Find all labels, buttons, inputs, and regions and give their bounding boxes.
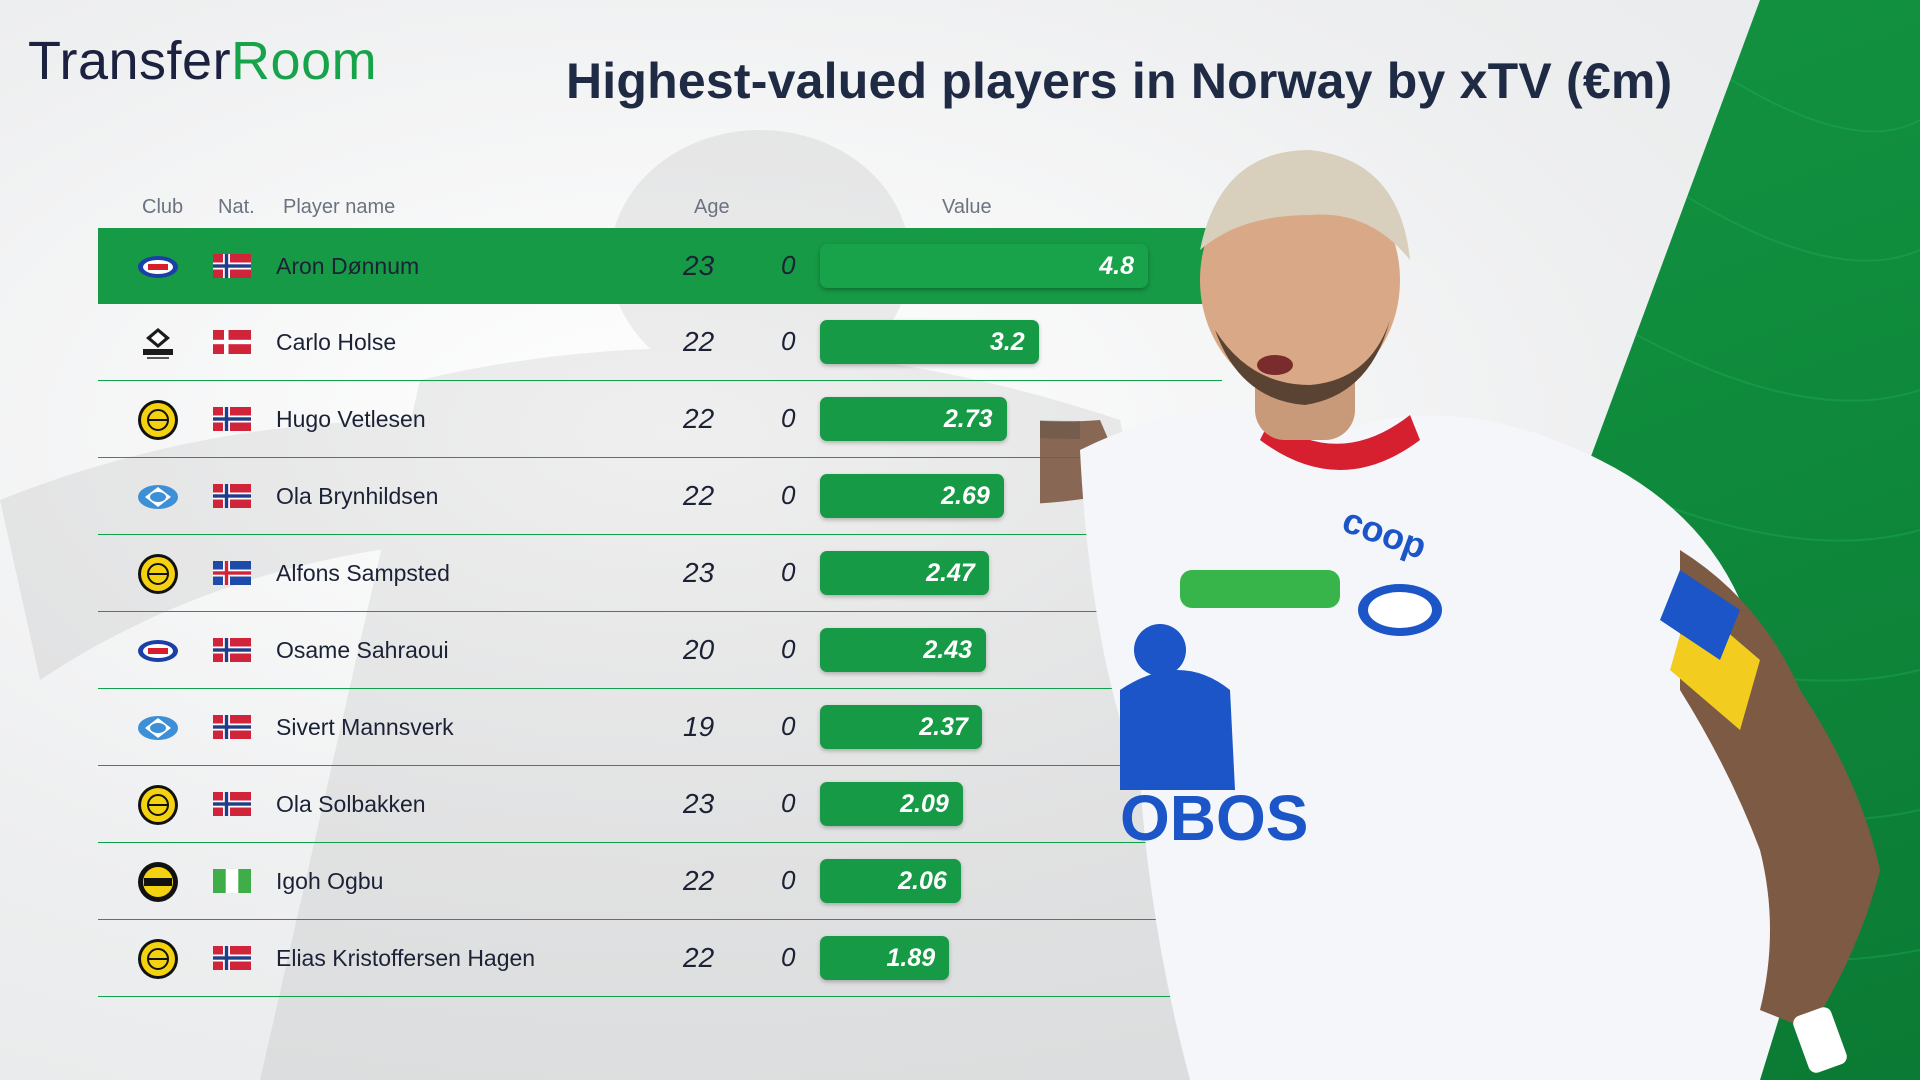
ranking-table: Club Nat. Player name Age Value Aron Døn… xyxy=(98,190,1222,997)
value-label: 2.09 xyxy=(900,790,949,818)
player-name: Elias Kristoffersen Hagen xyxy=(276,945,536,971)
player-age: 22 xyxy=(683,865,715,896)
bodo-glimt-club-crest-icon xyxy=(137,784,179,826)
player-age: 23 xyxy=(683,250,715,281)
value-label: 4.8 xyxy=(1099,252,1134,280)
zero-value: 0 xyxy=(781,788,796,818)
lillestrom-club-crest-icon xyxy=(137,861,179,903)
table-row: Sivert Mannsverk 19 0 2.37 xyxy=(98,689,1222,766)
value-bar: 3.2 xyxy=(820,320,1039,364)
column-header-club: Club xyxy=(142,196,184,218)
value-bar: 2.69 xyxy=(820,474,1004,518)
zero-value: 0 xyxy=(781,865,796,895)
table-row: Elias Kristoffersen Hagen 22 0 1.89 xyxy=(98,920,1222,997)
table-row: Igoh Ogbu 22 0 2.06 xyxy=(98,843,1222,920)
norway-flag-icon xyxy=(213,792,251,816)
value-label: 2.73 xyxy=(943,405,993,433)
table-row: Carlo Holse 22 0 3.2 xyxy=(98,304,1222,381)
bodo-glimt-club-crest-icon xyxy=(137,938,179,980)
player-age: 19 xyxy=(683,711,715,742)
table-row: Alfons Sampsted 23 0 2.47 xyxy=(98,535,1222,612)
table-row: Hugo Vetlesen 22 0 2.73 xyxy=(98,381,1222,458)
value-label: 1.89 xyxy=(886,944,936,972)
player-age: 22 xyxy=(683,480,715,511)
player-age: 22 xyxy=(683,942,715,973)
player-name: Carlo Holse xyxy=(276,329,397,355)
value-bar: 1.89 xyxy=(820,936,950,980)
table-body: Aron Dønnum 23 0 4.8 Carlo Holse 22 0 3.2 Hugo V… xyxy=(98,228,1222,997)
player-age: 23 xyxy=(683,557,715,588)
player-name: Ola Brynhildsen xyxy=(276,483,439,509)
table-row: Osame Sahraoui 20 0 2.43 xyxy=(98,612,1222,689)
value-label: 2.69 xyxy=(941,482,990,510)
table-row: Aron Dønnum 23 0 4.8 xyxy=(98,228,1222,304)
value-label: 2.37 xyxy=(919,713,968,741)
rosenborg-club-crest-icon xyxy=(137,322,179,364)
value-label: 3.2 xyxy=(989,328,1025,356)
player-age: 23 xyxy=(683,788,715,819)
table-header: Club Nat. Player name Age Value xyxy=(98,190,1222,228)
brand-logo-part2: Room xyxy=(231,31,378,91)
valerenga-club-crest-icon xyxy=(137,630,179,672)
table-row: Ola Brynhildsen 22 0 2.69 xyxy=(98,458,1222,535)
value-bar: 2.06 xyxy=(820,859,961,903)
norway-flag-icon xyxy=(213,407,251,431)
norway-flag-icon xyxy=(213,254,251,278)
column-header-age: Age xyxy=(694,196,730,218)
value-bar: 2.09 xyxy=(820,782,963,826)
player-name: Hugo Vetlesen xyxy=(276,406,426,432)
player-name: Ola Solbakken xyxy=(276,791,426,817)
valerenga-club-crest-icon xyxy=(137,246,179,288)
featured-player-image: OBOS coop xyxy=(1040,150,1880,1080)
molde-club-crest-icon xyxy=(137,476,179,518)
svg-text:OBOS: OBOS xyxy=(1120,782,1308,854)
value-bar: 2.37 xyxy=(820,705,982,749)
brand-logo-part1: Transfer xyxy=(28,31,232,91)
player-name: Igoh Ogbu xyxy=(276,868,384,894)
zero-value: 0 xyxy=(781,250,796,280)
zero-value: 0 xyxy=(781,942,796,972)
value-label: 2.43 xyxy=(923,636,973,664)
player-name: Osame Sahraoui xyxy=(276,637,449,663)
zero-value: 0 xyxy=(781,480,796,510)
value-bar: 4.8 xyxy=(820,244,1148,288)
table-row: Ola Solbakken 23 0 2.09 xyxy=(98,766,1222,843)
column-header-nat: Nat. xyxy=(218,196,255,218)
player-name: Aron Dønnum xyxy=(276,253,420,279)
value-bar: 2.47 xyxy=(820,551,989,595)
bodo-glimt-club-crest-icon xyxy=(137,399,179,441)
chart-title: Highest-valued players in Norway by xTV … xyxy=(566,53,1673,109)
iceland-flag-icon xyxy=(213,561,251,585)
molde-club-crest-icon xyxy=(137,707,179,749)
norway-flag-icon xyxy=(213,484,251,508)
zero-value: 0 xyxy=(781,557,796,587)
nigeria-flag-icon xyxy=(213,869,251,893)
player-age: 22 xyxy=(683,403,715,434)
value-bar: 2.73 xyxy=(820,397,1007,441)
value-label: 2.47 xyxy=(926,559,975,587)
norway-flag-icon xyxy=(213,946,251,970)
value-label: 2.06 xyxy=(898,867,947,895)
norway-flag-icon xyxy=(213,715,251,739)
denmark-flag-icon xyxy=(213,330,251,354)
player-name: Alfons Sampsted xyxy=(276,560,450,586)
zero-value: 0 xyxy=(781,634,796,664)
value-bar: 2.43 xyxy=(820,628,987,672)
brand-logo: TransferRoom xyxy=(28,30,377,92)
bodo-glimt-club-crest-icon xyxy=(137,553,179,595)
column-header-name: Player name xyxy=(283,196,396,218)
player-age: 22 xyxy=(683,326,715,357)
player-name: Sivert Mannsverk xyxy=(276,714,454,740)
zero-value: 0 xyxy=(781,326,796,356)
zero-value: 0 xyxy=(781,403,796,433)
norway-flag-icon xyxy=(213,638,251,662)
zero-value: 0 xyxy=(781,711,796,741)
player-age: 20 xyxy=(683,634,715,665)
column-header-value: Value xyxy=(942,196,992,218)
